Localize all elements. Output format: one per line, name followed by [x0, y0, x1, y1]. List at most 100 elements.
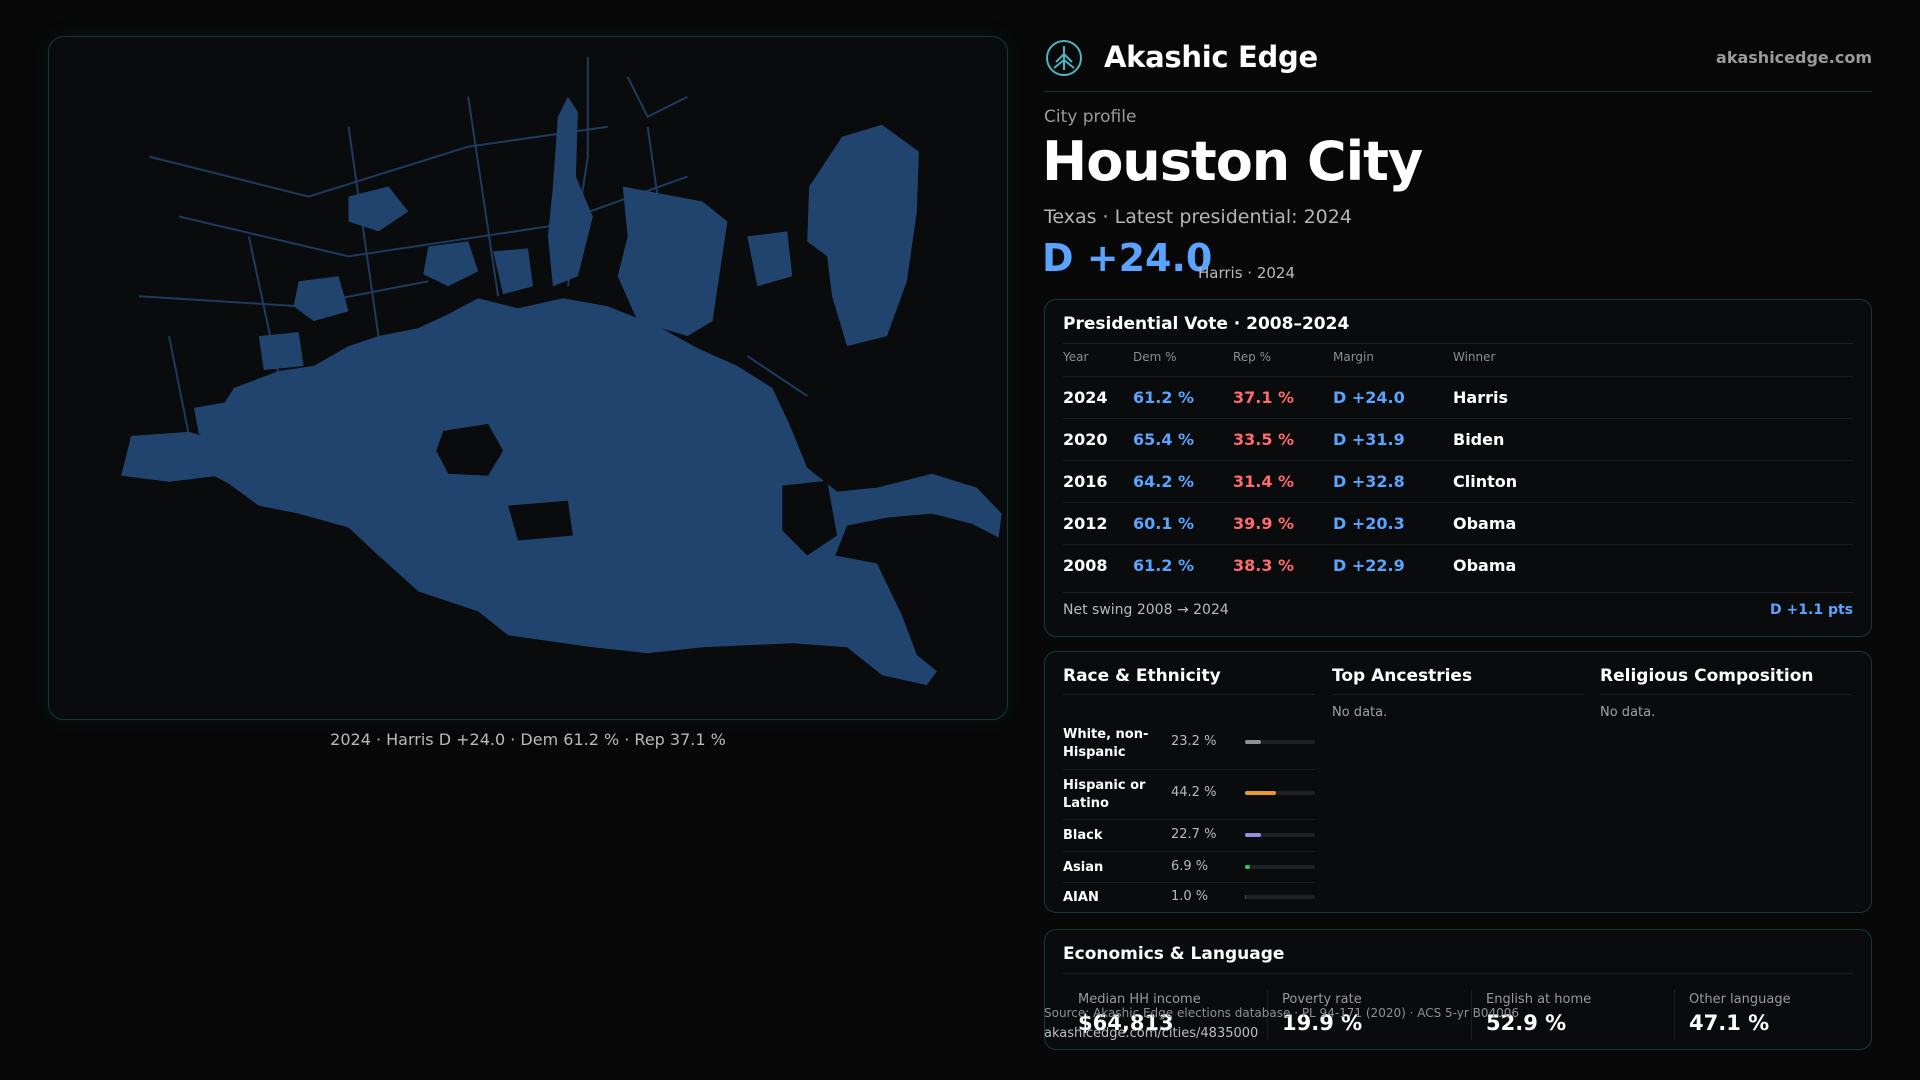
- profile-eyebrow: City profile: [1044, 107, 1137, 127]
- akashic-tree-icon[interactable]: [1044, 38, 1084, 78]
- row-year: 2024: [1063, 388, 1108, 407]
- race-bar-fill: [1245, 865, 1250, 869]
- brand-name[interactable]: Akashic Edge: [1104, 40, 1318, 74]
- header-winner: Winner: [1453, 350, 1496, 364]
- net-swing-label: Net swing 2008 → 2024: [1063, 602, 1229, 618]
- row-dem: 64.2 %: [1133, 472, 1195, 491]
- race-label: Hispanic or Latino: [1063, 778, 1146, 811]
- race-ethnicity-section: Race & Ethnicity White, non-Hispanic 23.…: [1063, 666, 1315, 905]
- city-boundary-shape: [121, 96, 1002, 686]
- headline-margin-sub: Harris · 2024: [1198, 264, 1296, 282]
- divider: [1267, 990, 1268, 1040]
- city-network-lines: [139, 56, 808, 437]
- race-bar-track: [1245, 833, 1315, 837]
- page-title: Houston City: [1042, 130, 1423, 193]
- divider: [1063, 343, 1853, 344]
- stat-label: Other language: [1689, 992, 1791, 1007]
- row-year: 2008: [1063, 556, 1108, 575]
- table-row: 2020 65.4 % 33.5 % D +31.9 Biden: [1063, 418, 1853, 460]
- row-rep: 31.4 %: [1233, 472, 1295, 491]
- vote-card-title: Presidential Vote · 2008–2024: [1063, 314, 1350, 334]
- stat-value: $64,813: [1078, 1011, 1174, 1035]
- race-bar-fill: [1245, 791, 1276, 795]
- race-bar-track: [1245, 791, 1315, 795]
- vote-table-header: Year Dem % Rep % Margin Winner: [1063, 350, 1853, 376]
- economics-language-card: Economics & Language Median HH income $6…: [1044, 929, 1872, 1050]
- headline-margin: D +24.0: [1042, 236, 1213, 280]
- top-ancestries-section: Top Ancestries No data.: [1332, 666, 1584, 720]
- row-margin: D +31.9: [1333, 430, 1405, 449]
- race-bar-track: [1245, 740, 1315, 744]
- stat-english-at-home: English at home 52.9 %: [1486, 992, 1676, 1044]
- stat-poverty-rate: Poverty rate 19.9 %: [1282, 992, 1472, 1044]
- race-pct: 44.2 %: [1171, 785, 1217, 800]
- row-rep: 38.3 %: [1233, 556, 1295, 575]
- list-item: AIAN 1.0 %: [1063, 883, 1315, 913]
- row-dem: 61.2 %: [1133, 388, 1195, 407]
- race-label: AIAN: [1063, 890, 1099, 905]
- religious-composition-section: Religious Composition No data.: [1600, 666, 1852, 720]
- row-margin: D +22.9: [1333, 556, 1405, 575]
- header-year: Year: [1063, 350, 1089, 364]
- economics-title: Economics & Language: [1063, 944, 1285, 964]
- map-caption: 2024 · Harris D +24.0 · Dem 61.2 % · Rep…: [330, 730, 726, 749]
- list-item: White, non-Hispanic 23.2 %: [1063, 718, 1315, 770]
- presidential-vote-card: Presidential Vote · 2008–2024 Year Dem %…: [1044, 299, 1872, 637]
- stat-other-language: Other language 47.1 %: [1689, 992, 1879, 1044]
- stat-value: 52.9 %: [1486, 1011, 1567, 1035]
- row-winner: Biden: [1453, 430, 1505, 449]
- row-rep: 33.5 %: [1233, 430, 1295, 449]
- row-rep: 37.1 %: [1233, 388, 1295, 407]
- race-label: White, non-Hispanic: [1063, 727, 1149, 760]
- net-swing-value: D +1.1 pts: [1770, 602, 1853, 618]
- table-row: 2024 61.2 % 37.1 % D +24.0 Harris: [1063, 376, 1853, 418]
- header-dem: Dem %: [1133, 350, 1177, 364]
- row-winner: Harris: [1453, 388, 1508, 407]
- list-item: Asian 6.9 %: [1063, 852, 1315, 883]
- header-margin: Margin: [1333, 350, 1374, 364]
- row-winner: Obama: [1453, 556, 1517, 575]
- race-pct: 1.0 %: [1171, 889, 1209, 904]
- city-holes: [436, 423, 838, 556]
- stat-label: Median HH income: [1078, 992, 1201, 1007]
- row-winner: Clinton: [1453, 472, 1518, 491]
- demographics-card: Race & Ethnicity White, non-Hispanic 23.…: [1044, 651, 1872, 913]
- race-pct: 22.7 %: [1171, 827, 1217, 842]
- row-year: 2016: [1063, 472, 1108, 491]
- ancestries-empty: No data.: [1332, 705, 1388, 720]
- source-note: Source: Akashic Edge elections database …: [1044, 1006, 1520, 1020]
- stat-label: English at home: [1486, 992, 1592, 1007]
- city-map[interactable]: [48, 36, 1008, 720]
- table-row: 2012 60.1 % 39.9 % D +20.3 Obama: [1063, 502, 1853, 544]
- stat-median-income: Median HH income $64,813: [1078, 992, 1268, 1044]
- header-rep: Rep %: [1233, 350, 1272, 364]
- race-bar-track: [1245, 895, 1315, 899]
- race-pct: 6.9 %: [1171, 859, 1209, 874]
- divider: [1674, 990, 1675, 1040]
- source-url[interactable]: akashicedge.com/cities/4835000: [1044, 1026, 1259, 1041]
- profile-subtitle: Texas · Latest presidential: 2024: [1044, 206, 1352, 228]
- stat-value: 19.9 %: [1282, 1011, 1363, 1035]
- row-dem: 61.2 %: [1133, 556, 1195, 575]
- brand-domain[interactable]: akashicedge.com: [1716, 48, 1872, 67]
- race-label: Asian: [1063, 860, 1104, 875]
- stat-label: Poverty rate: [1282, 992, 1362, 1007]
- net-swing-row: Net swing 2008 → 2024 D +1.1 pts: [1063, 592, 1853, 628]
- religion-empty: No data.: [1600, 705, 1656, 720]
- row-margin: D +24.0: [1333, 388, 1405, 407]
- stat-value: 47.1 %: [1689, 1011, 1770, 1035]
- table-row: 2016 64.2 % 31.4 % D +32.8 Clinton: [1063, 460, 1853, 502]
- religion-title: Religious Composition: [1600, 666, 1852, 695]
- race-title: Race & Ethnicity: [1063, 666, 1315, 695]
- list-item: Black 22.7 %: [1063, 820, 1315, 852]
- race-label: Black: [1063, 828, 1103, 843]
- race-bar-fill: [1245, 740, 1262, 744]
- row-year: 2020: [1063, 430, 1108, 449]
- row-dem: 60.1 %: [1133, 514, 1195, 533]
- race-bar-fill: [1245, 895, 1246, 899]
- row-margin: D +32.8: [1333, 472, 1405, 491]
- divider: [1063, 973, 1853, 974]
- row-winner: Obama: [1453, 514, 1517, 533]
- race-bar-fill: [1245, 833, 1261, 837]
- race-pct: 23.2 %: [1171, 734, 1217, 749]
